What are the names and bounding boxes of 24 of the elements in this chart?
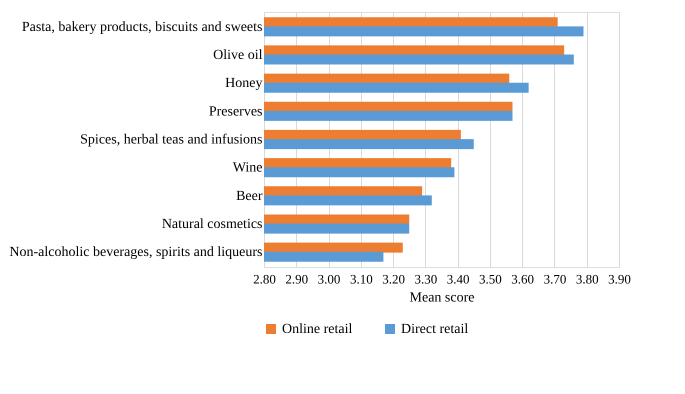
y-tick-label: Beer (236, 188, 263, 204)
x-tick-label: 3.60 (511, 272, 534, 286)
x-tick-label: 3.90 (608, 272, 631, 286)
legend-label: Direct retail (401, 322, 468, 337)
y-tick-label: Non-alcoholic beverages, spirits and liqueurs (9, 245, 262, 260)
x-tick-label: 3.80 (576, 272, 599, 286)
y-tick-label: Preserves (208, 104, 262, 120)
x-axis-title: Mean score (410, 290, 474, 306)
y-tick-label: Olive oil (213, 48, 263, 63)
legend-label: Online retail (282, 322, 352, 337)
y-tick-label: Natural cosmetics (162, 217, 262, 232)
x-tick-label: 3.00 (318, 272, 340, 286)
y-tick-label: Spices, herbal teas and infusions (80, 132, 262, 148)
y-tick-label: Honey (225, 76, 262, 92)
x-tick-label: 3.20 (382, 272, 405, 286)
y-tick-label: Wine (232, 160, 262, 176)
x-tick-label: 3.70 (544, 272, 566, 286)
x-tick-label: 3.10 (350, 272, 373, 286)
x-tick-label: 2.90 (285, 272, 308, 286)
x-tick-label: 3.50 (479, 272, 502, 286)
x-tick-label: 2.80 (253, 272, 276, 286)
y-tick-label: Pasta, bakery products, biscuits and sweets (22, 20, 262, 35)
x-tick-label: 3.30 (414, 272, 438, 286)
x-tick-label: 3.40 (446, 272, 470, 286)
